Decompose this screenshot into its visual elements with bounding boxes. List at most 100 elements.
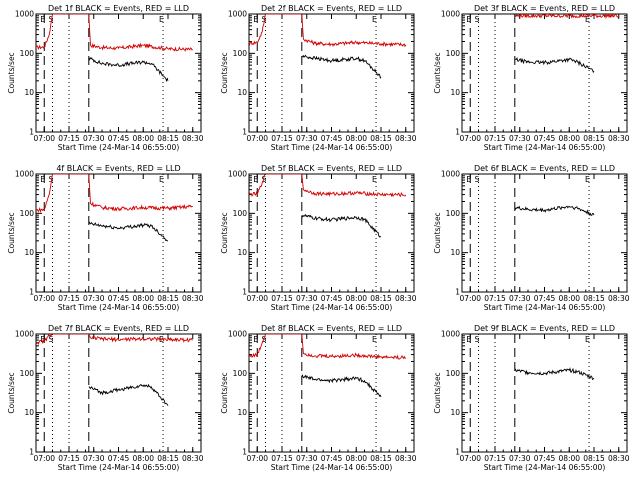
panel-title: Det 1f BLACK = Events, RED = LLD (48, 4, 189, 13)
plot-frame (248, 333, 415, 453)
data-layer (514, 14, 620, 73)
y-tick-label: 1000 (15, 170, 34, 179)
y-tick-label: 10 (450, 88, 460, 97)
panel-6: Det 6f BLACK = Events, RED = LLD 1 10 100 10… (433, 164, 630, 312)
data-layer (249, 334, 407, 398)
marker-label: E (40, 175, 45, 184)
marker-label: E (585, 335, 590, 344)
events-series-line (301, 374, 382, 398)
x-tick-label: 07:15 (58, 454, 80, 463)
y-tick-label: 100 (446, 49, 461, 58)
panel-9: Det 9f BLACK = Events, RED = LLD 1 10 100 10… (433, 324, 630, 472)
plot-frame (248, 13, 415, 133)
lld-series-line (249, 174, 407, 198)
x-tick-label: 08:15 (370, 454, 392, 463)
x-tick-label: 07:45 (108, 454, 130, 463)
events-series-line (301, 213, 382, 238)
x-tick-label: 07:30 (296, 134, 318, 143)
y-tick-label: 1000 (441, 170, 460, 179)
y-tick-label: 100 (233, 49, 248, 58)
x-tick-label: 07:15 (271, 454, 293, 463)
x-tick-label: 07:30 (83, 134, 105, 143)
x-tick-label: 08:15 (157, 294, 179, 303)
x-tick-label: 08:30 (395, 294, 417, 303)
y-tick-label: 1 (455, 128, 460, 137)
y-tick-label: 100 (233, 369, 248, 378)
x-axis-label: Start Time (24-Mar-14 06:55:00) (484, 143, 606, 152)
y-tick-label: 100 (446, 209, 461, 218)
x-tick-label: 07:45 (534, 454, 556, 463)
x-tick-label: 08:15 (157, 134, 179, 143)
x-tick-label: 07:15 (58, 134, 80, 143)
panel-title: Det 7f BLACK = Events, RED = LLD (48, 324, 189, 333)
y-tick-label: 100 (20, 49, 35, 58)
x-tick-label: 07:15 (484, 454, 506, 463)
data-layer (36, 334, 193, 406)
x-tick-label: 08:15 (583, 134, 605, 143)
y-tick-label: 10 (450, 248, 460, 257)
data-layer (249, 14, 407, 79)
marker-label: E (466, 335, 471, 344)
x-tick-label: 08:00 (558, 134, 580, 143)
x-tick-label: 08:30 (182, 454, 204, 463)
panel-title: Det 3f BLACK = Events, RED = LLD (474, 4, 615, 13)
panel-8: Det 8f BLACK = Events, RED = LLD 1 10 100 10… (220, 324, 417, 472)
x-tick-label: 07:45 (108, 134, 130, 143)
y-tick-label: 10 (237, 408, 247, 417)
x-axis-label: Start Time (24-Mar-14 06:55:00) (271, 303, 393, 312)
y-tick-label: 1 (29, 288, 34, 297)
data-layer (36, 174, 193, 242)
x-tick-label: 07:15 (484, 134, 506, 143)
marker-label: E (372, 15, 377, 24)
y-tick-label: 1000 (228, 330, 247, 339)
x-tick-label: 07:45 (534, 294, 556, 303)
lld-series-line (36, 174, 193, 213)
marker-label: E (253, 335, 258, 344)
panel-3: Det 3f BLACK = Events, RED = LLD 1 10 100 10… (433, 4, 630, 152)
marker-label: S (262, 15, 267, 24)
x-tick-label: 07:00 (459, 454, 481, 463)
marker-label: E (585, 175, 590, 184)
x-tick-label: 08:00 (132, 294, 154, 303)
x-axis-label: Start Time (24-Mar-14 06:55:00) (58, 303, 180, 312)
y-axis-label: Counts/sec (7, 52, 16, 93)
marker-label: S (262, 335, 267, 344)
panel-title: Det 6f BLACK = Events, RED = LLD (474, 164, 615, 173)
x-tick-label: 07:00 (246, 294, 268, 303)
marker-label: E (159, 175, 164, 184)
x-tick-label: 07:45 (108, 294, 130, 303)
events-series-line (88, 383, 169, 406)
data-layer (249, 174, 407, 238)
x-tick-label: 07:30 (296, 294, 318, 303)
x-axis-label: Start Time (24-Mar-14 06:55:00) (58, 143, 180, 152)
lld-series-line (249, 334, 407, 360)
y-tick-label: 1 (455, 448, 460, 457)
x-tick-label: 08:15 (583, 294, 605, 303)
y-axis-label: Counts/sec (220, 372, 229, 413)
marker-label: S (49, 175, 54, 184)
y-tick-label: 1 (29, 448, 34, 457)
x-tick-label: 08:15 (583, 454, 605, 463)
marker-label: E (40, 335, 45, 344)
panel-title: Det 8f BLACK = Events, RED = LLD (261, 324, 402, 333)
y-tick-label: 1 (455, 288, 460, 297)
y-tick-label: 1 (242, 288, 247, 297)
y-tick-label: 100 (233, 209, 248, 218)
x-tick-label: 07:00 (33, 134, 55, 143)
x-tick-label: 08:00 (345, 294, 367, 303)
x-axis-label: Start Time (24-Mar-14 06:55:00) (484, 303, 606, 312)
x-tick-label: 07:00 (459, 294, 481, 303)
x-tick-label: 07:15 (271, 134, 293, 143)
x-tick-label: 08:15 (370, 294, 392, 303)
marker-label: E (159, 15, 164, 24)
marker-label: E (372, 335, 377, 344)
x-tick-label: 07:45 (321, 454, 343, 463)
panel-title: 4f BLACK = Events, RED = LLD (56, 164, 180, 173)
panel-2: Det 2f BLACK = Events, RED = LLD 1 10 100 10… (220, 4, 417, 152)
events-series-line (514, 57, 595, 73)
events-series-line (514, 367, 595, 381)
events-series-line (88, 57, 169, 83)
events-series-line (88, 221, 169, 242)
data-layer (514, 367, 595, 381)
